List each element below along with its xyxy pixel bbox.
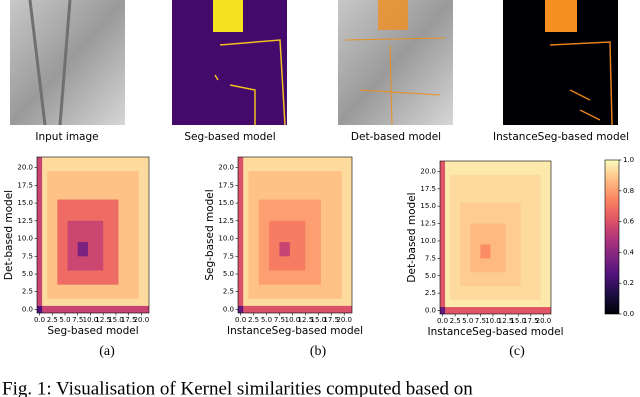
x-tick-label: 17.5 — [121, 316, 137, 324]
y-tick-label: 20.0 — [218, 164, 234, 172]
x-tick-label: 7.5 — [274, 316, 285, 324]
heatmap: 0.0 2.5 5.0 7.5 10.012.515.017.520.00.02.55.… — [406, 160, 564, 359]
heatmap: 0.0 2.5 5.0 7.5 10.012.515.017.520.00.02.55.… — [3, 156, 150, 359]
x-tick-label: 2.5 — [248, 316, 259, 324]
image-caption: Seg-based model — [184, 131, 275, 143]
y-tick-label: 10.0 — [17, 235, 33, 243]
det-image — [338, 0, 453, 126]
colorbar-tick-label: 0.0 — [623, 310, 634, 318]
heatmap-edge — [37, 157, 43, 313]
y-tick-label: 15.0 — [420, 202, 436, 210]
x-tick-label: 10.0 — [285, 316, 301, 324]
seg-image — [172, 0, 287, 126]
panel-label: (b) — [310, 344, 327, 359]
y-tick-label: 2.5 — [425, 289, 436, 297]
y-tick-label: 10.0 — [420, 237, 436, 245]
y-tick-label: 0.0 — [22, 305, 33, 313]
y-tick-label: 7.5 — [223, 252, 234, 260]
y-tick-label: 5.0 — [425, 272, 436, 280]
y-tick-label: 17.5 — [17, 181, 33, 189]
y-tick-label: 12.5 — [17, 217, 33, 225]
colorbar-tick-label: 1.0 — [623, 156, 634, 164]
x-tick-label: 17.5 — [523, 317, 539, 325]
colorbar-tick-label: 0.4 — [623, 248, 635, 256]
heatmap-edge — [37, 305, 149, 313]
x-tick-label: 15.0 — [108, 316, 124, 324]
x-axis-label: InstanceSeg-based model — [428, 326, 564, 338]
y-tick-label: 7.5 — [425, 254, 436, 262]
x-tick-label: 7.5 — [475, 317, 486, 325]
y-tick-label: 15.0 — [218, 199, 234, 207]
y-tick-label: 0.0 — [425, 307, 436, 315]
instance-seg-image — [503, 0, 618, 126]
x-tick-label: 0.0 — [34, 316, 45, 324]
y-tick-label: 17.5 — [420, 185, 436, 193]
x-tick-label: 20.0 — [134, 316, 150, 324]
x-tick-label: 10.0 — [485, 317, 501, 325]
y-axis-label: Seg-based model — [204, 189, 216, 280]
panel-label: (a) — [99, 344, 115, 359]
y-tick-label: 7.5 — [22, 252, 33, 260]
x-tick-label: 20.0 — [536, 317, 552, 325]
x-tick-label: 20.0 — [336, 316, 352, 324]
x-tick-label: 5.0 — [462, 317, 473, 325]
x-tick-label: 12.5 — [95, 316, 111, 324]
y-tick-label: 12.5 — [420, 220, 436, 228]
y-tick-label: 17.5 — [218, 181, 234, 189]
plot-frame — [439, 160, 552, 315]
x-tick-label: 2.5 — [450, 317, 461, 325]
y-tick-label: 2.5 — [22, 288, 33, 296]
x-tick-label: 5.0 — [261, 316, 272, 324]
colorbar: 0.0 0.2 0.4 0.6 0.8 1.0 — [604, 156, 635, 318]
x-tick-label: 7.5 — [72, 316, 83, 324]
heatmap-edge — [440, 161, 446, 314]
x-tick-label: 10.0 — [83, 316, 99, 324]
plot-frame — [237, 156, 353, 314]
heatmap-block — [480, 244, 491, 259]
plot-frame — [36, 156, 150, 314]
image-caption: Input image — [35, 131, 98, 143]
colorbar-tick-label: 0.6 — [623, 218, 635, 226]
heatmap-edge — [238, 305, 352, 313]
figure-caption: Fig. 1: Visualisation of Kernel similari… — [2, 378, 473, 397]
colorbar-fill — [604, 159, 620, 315]
heatmap: 0.0 2.5 5.0 7.5 10.012.515.017.520.00.02.55.… — [204, 156, 363, 359]
y-axis-label: Det-based model — [3, 190, 15, 280]
colorbar-tick-label: 0.8 — [623, 187, 634, 195]
y-axis-label: Det-based model — [406, 192, 418, 282]
x-tick-label: 15.0 — [311, 316, 327, 324]
x-tick-label: 12.5 — [298, 316, 314, 324]
y-tick-label: 2.5 — [223, 288, 234, 296]
colorbar-tick-label: 0.2 — [623, 279, 634, 287]
x-tick-label: 0.0 — [235, 316, 246, 324]
y-tick-label: 20.0 — [17, 164, 33, 172]
panel-label: (c) — [509, 344, 525, 359]
heatmap-corner — [37, 305, 43, 313]
y-tick-label: 5.0 — [223, 270, 234, 278]
x-tick-label: 0.0 — [437, 317, 448, 325]
heatmap-block — [77, 242, 88, 257]
x-axis-label: InstanceSeg-based model — [227, 325, 363, 337]
image-caption: Det-based model — [351, 131, 441, 143]
y-tick-label: 5.0 — [22, 270, 33, 278]
heatmap-edge — [440, 307, 551, 314]
heatmap-block — [279, 242, 290, 257]
heatmap-corner — [238, 305, 244, 313]
y-tick-label: 10.0 — [218, 235, 234, 243]
y-tick-label: 0.0 — [223, 305, 234, 313]
y-tick-label: 15.0 — [17, 199, 33, 207]
x-tick-label: 17.5 — [323, 316, 339, 324]
x-tick-label: 2.5 — [47, 316, 58, 324]
x-axis-label: Seg-based model — [47, 325, 138, 337]
x-tick-label: 12.5 — [498, 317, 514, 325]
heatmap-corner — [440, 307, 446, 314]
y-tick-label: 12.5 — [218, 217, 234, 225]
x-tick-label: 5.0 — [59, 316, 70, 324]
input-image — [10, 0, 125, 126]
y-tick-label: 20.0 — [420, 167, 436, 175]
image-caption: InstanceSeg-based model — [493, 131, 629, 143]
x-tick-label: 15.0 — [510, 317, 526, 325]
heatmap-edge — [238, 157, 244, 313]
